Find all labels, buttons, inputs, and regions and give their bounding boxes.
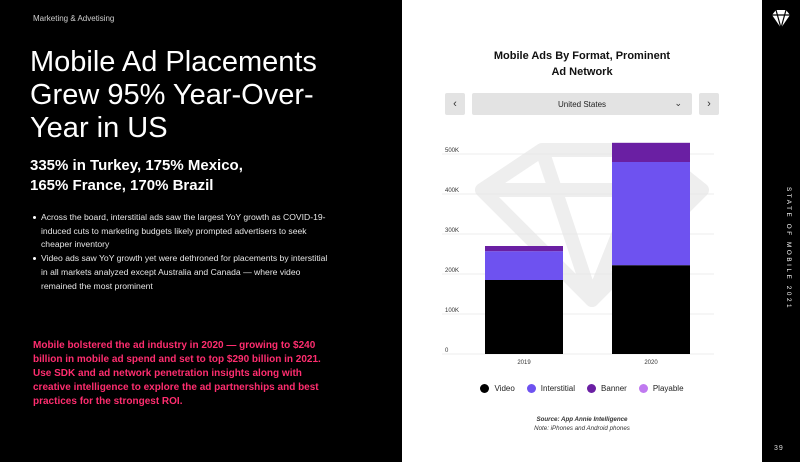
x-tick-label: 2020: [644, 360, 658, 366]
legend-item-interstitial[interactable]: Interstitial: [526, 384, 576, 393]
chart: 0 100K 200K 300K 400K 500K 2019 2020: [442, 142, 714, 366]
chart-title-line: Mobile Ads By Format, Prominent: [493, 50, 671, 62]
chevron-right-icon: ›: [707, 98, 711, 110]
chart-source: Source: App Annie Intelligence Note: iPh…: [402, 415, 762, 433]
headline-line: Grew 95% Year-Over-: [30, 79, 314, 111]
bullet-list: Across the board, interstitial ads saw t…: [33, 211, 333, 293]
bar-segment-banner-2019[interactable]: [485, 246, 563, 252]
left-panel: Marketing & Advetising Mobile Ad Placeme…: [30, 14, 370, 407]
subheadline: 335% in Turkey, 175% Mexico, 165% France…: [30, 156, 370, 196]
legend-label: Video: [494, 384, 515, 393]
subhead-line: 335% in Turkey, 175% Mexico,: [30, 157, 243, 174]
bar-segment-interstitial-2020[interactable]: [612, 162, 690, 266]
country-select[interactable]: United States ⌄: [472, 93, 692, 115]
next-button[interactable]: ›: [699, 93, 719, 115]
bar-segment-video-2020[interactable]: [612, 265, 690, 354]
country-select-value: United States: [557, 99, 607, 109]
headline-line: Year in US: [30, 112, 168, 144]
legend-dot-interstitial: [526, 384, 536, 393]
previous-button[interactable]: ‹: [445, 93, 465, 115]
y-tick-label: 500K: [445, 148, 459, 154]
page-number: 39: [774, 445, 784, 452]
legend-dot-video: [480, 384, 490, 393]
chevron-left-icon: ‹: [453, 98, 457, 110]
bar-segment-interstitial-2019[interactable]: [485, 251, 563, 280]
legend-item-banner[interactable]: Banner: [587, 384, 627, 393]
legend-label: Playable: [652, 384, 684, 393]
bullet-item: Across the board, interstitial ads saw t…: [33, 211, 333, 252]
legend-item-video[interactable]: Video: [480, 384, 515, 393]
legend-dot-playable: [638, 384, 648, 393]
bullet-item: Video ads saw YoY growth yet were dethro…: [33, 252, 333, 293]
y-tick-label: 0: [445, 348, 449, 354]
chevron-down-icon: ⌄: [674, 98, 682, 108]
chart-title-line: Ad Network: [551, 66, 613, 78]
vertical-title: STATE OF MOBILE 2021: [785, 187, 792, 311]
y-tick-label: 100K: [445, 308, 459, 314]
section-label: Marketing & Advetising: [33, 14, 115, 23]
legend-label: Banner: [601, 384, 627, 393]
legend-dot-banner: [587, 384, 597, 393]
diamond-logo-icon: [772, 9, 790, 31]
chart-panel: 0 100K 200K 300K 400K 500K 2019 2020 Mobile Ads…: [402, 0, 762, 462]
subhead-line: 165% France, 170% Brazil: [30, 177, 214, 194]
legend-label: Interstitial: [540, 384, 576, 393]
bar-segment-video-2019[interactable]: [485, 280, 563, 354]
chart-legend: Video Interstitial Banner Playable: [402, 384, 762, 393]
headline-line: Mobile Ad Placements: [30, 46, 317, 78]
y-tick-label: 200K: [445, 268, 459, 274]
legend-item-playable[interactable]: Playable: [638, 384, 684, 393]
y-tick-label: 400K: [445, 188, 459, 194]
headline: Mobile Ad Placements Grew 95% Year-Over-…: [30, 46, 370, 145]
chart-title: Mobile Ads By Format, Prominent Ad Netwo…: [402, 48, 762, 80]
x-tick-label: 2019: [517, 360, 531, 366]
source-note: Note: iPhones and Android phones: [534, 425, 630, 432]
callout-text: Mobile bolstered the ad industry in 2020…: [33, 340, 321, 407]
y-tick-label: 300K: [445, 228, 459, 234]
source-label: Source: App Annie Intelligence: [536, 416, 628, 423]
bar-segment-banner-2020[interactable]: [612, 142, 690, 162]
brand-strip: STATE OF MOBILE 2021 39: [762, 0, 800, 462]
